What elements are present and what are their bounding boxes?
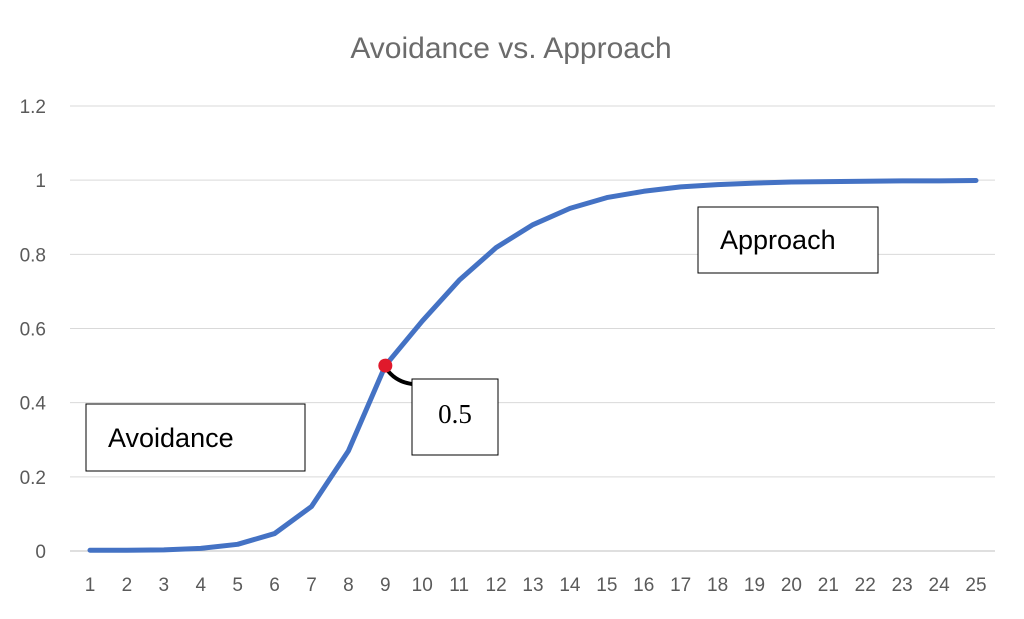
- x-tick-label: 6: [269, 575, 280, 596]
- x-tick-label: 17: [670, 575, 691, 596]
- x-tick-label: 5: [232, 575, 243, 596]
- x-tick-label: 11: [449, 575, 469, 596]
- x-tick-label: 8: [343, 575, 354, 596]
- x-tick-label: 25: [965, 575, 986, 596]
- x-tick-label: 7: [306, 575, 317, 596]
- approach-annotation: Approach: [697, 206, 879, 274]
- y-tick-label: 1: [35, 171, 46, 192]
- x-tick-label: 21: [818, 575, 839, 596]
- x-tick-label: 4: [195, 575, 206, 596]
- midpoint-marker: [378, 358, 393, 373]
- midpoint-connector: [386, 369, 414, 386]
- x-tick-label: 2: [122, 575, 133, 596]
- y-tick-label: 0.8: [20, 245, 46, 266]
- x-tick-label: 10: [412, 575, 433, 596]
- y-tick-label: 0: [35, 542, 46, 563]
- x-tick-label: 23: [892, 575, 913, 596]
- marker-layer: [378, 358, 393, 373]
- x-tick-label: 20: [781, 575, 802, 596]
- x-tick-label: 15: [596, 575, 617, 596]
- y-tick-label: 0.6: [20, 320, 46, 341]
- x-tick-label: 22: [855, 575, 876, 596]
- y-tick-label: 0.4: [20, 394, 47, 415]
- series-layer: [87, 178, 979, 553]
- x-tick-label: 16: [633, 575, 654, 596]
- x-tick-label: 13: [522, 575, 543, 596]
- x-axis-ticks: 1 2 3 4 5 6 7 8 9 10 11 12 13 14 15 16 17 18 19 20 21 22 23 24 2…: [85, 575, 987, 596]
- x-tick-label: 14: [559, 575, 581, 596]
- y-tick-label: 0.2: [20, 468, 46, 489]
- midpoint-box: [411, 378, 499, 456]
- avoidance-label: Avoidance: [108, 423, 234, 453]
- approach-box: [697, 206, 879, 274]
- avoidance-annotation: Avoidance: [85, 403, 306, 472]
- y-tick-label: 1.2: [20, 97, 46, 118]
- x-tick-label: 18: [707, 575, 728, 596]
- gridlines: [70, 105, 995, 552]
- x-tick-label: 1: [85, 575, 96, 596]
- chart-title: Avoidance vs. Approach: [350, 32, 671, 65]
- midpoint-label: 0.5: [438, 399, 472, 429]
- x-tick-label: 9: [380, 575, 391, 596]
- x-tick-label: 12: [486, 575, 507, 596]
- avoidance-box: [85, 403, 306, 472]
- midpoint-annotation: 0.5: [386, 369, 499, 456]
- x-tick-label: 19: [744, 575, 765, 596]
- series-line: [87, 178, 979, 553]
- approach-label: Approach: [720, 225, 836, 255]
- y-axis-ticks: 0 0.2 0.4 0.6 0.8 1 1.2: [20, 97, 47, 563]
- x-tick-label: 3: [159, 575, 170, 596]
- x-tick-label: 24: [929, 575, 951, 596]
